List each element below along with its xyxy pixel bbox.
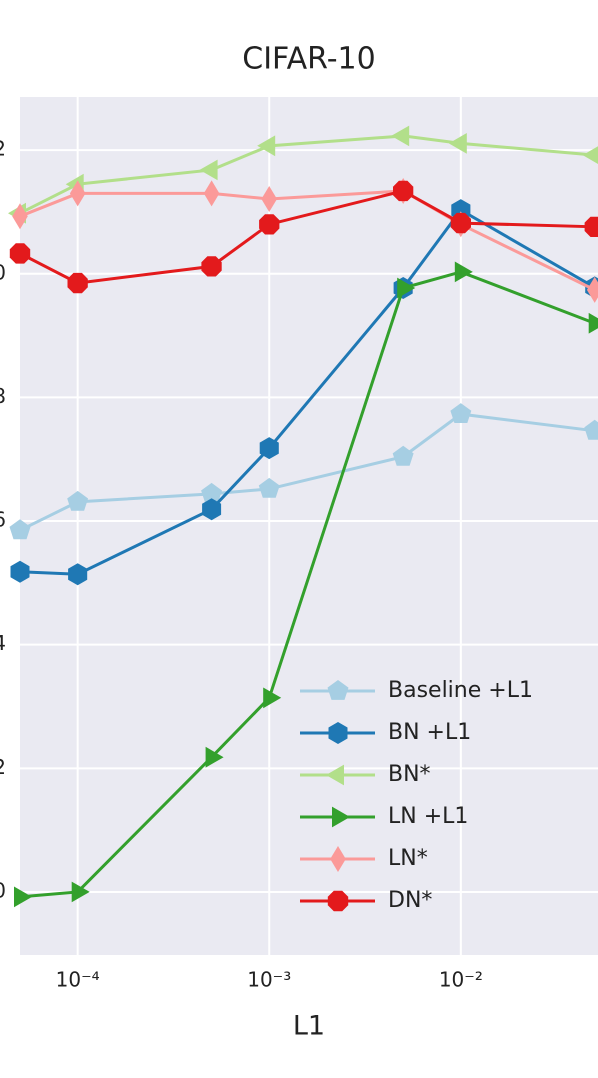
series [9,403,598,540]
legend-label: Baseline +L1 [388,678,533,703]
marker [71,881,90,903]
marker [328,722,348,744]
marker [9,519,31,540]
marker [205,746,224,768]
legend-item: Baseline +L1 [300,678,533,703]
marker [259,214,280,235]
marker [201,482,222,503]
marker [261,186,277,212]
marker [9,243,31,264]
marker [450,403,472,423]
legend-item: LN* [300,846,428,872]
marker [450,212,471,234]
marker [454,261,473,283]
marker [588,312,598,334]
x-axis-label: L1 [293,1011,325,1042]
y-tick-label: 72 [0,755,6,779]
marker [330,846,346,872]
y-tick-label: 80 [0,260,6,284]
marker [584,216,598,237]
marker [14,886,32,908]
marker [257,135,276,157]
marker [67,490,89,511]
marker [326,764,344,786]
legend-item: LN +L1 [300,804,468,829]
y-tick-label: 74 [0,631,6,655]
y-tick-label: 82 [0,137,6,161]
series [9,180,598,294]
legend-item: DN* [300,888,432,913]
marker [203,180,220,207]
marker [259,437,279,460]
x-tick-label: 10⁻² [439,968,483,992]
y-tick-label: 70 [0,878,6,902]
marker [10,560,30,583]
marker [332,806,350,828]
marker [201,256,222,277]
series [14,261,598,908]
legend-item: BN* [300,762,431,787]
legend-item: BN +L1 [300,720,471,745]
chart-title: CIFAR-10 [242,42,375,77]
marker [582,146,598,164]
marker [327,890,349,912]
legend-label: BN* [388,762,431,787]
marker [586,276,598,303]
marker [391,125,410,147]
plot-area [20,97,598,955]
x-tick-label: 10⁻³ [247,968,291,992]
legend-label: LN* [388,846,428,871]
marker [584,419,598,440]
marker [199,159,218,181]
marker [392,445,414,466]
marker [68,563,88,586]
marker [12,203,28,230]
marker [393,180,414,202]
marker [327,680,349,700]
x-tick-label: 10⁻⁴ [56,968,100,992]
legend-label: LN +L1 [388,804,468,829]
y-tick-label: 76 [0,508,6,532]
marker [448,133,467,154]
marker [67,272,88,294]
marker [263,687,282,709]
marker [69,180,86,207]
marker [397,277,416,299]
legend-label: DN* [388,888,432,913]
marker [202,498,222,521]
y-tick-label: 78 [0,384,6,408]
legend-label: BN +L1 [388,720,471,745]
marker [258,477,280,498]
